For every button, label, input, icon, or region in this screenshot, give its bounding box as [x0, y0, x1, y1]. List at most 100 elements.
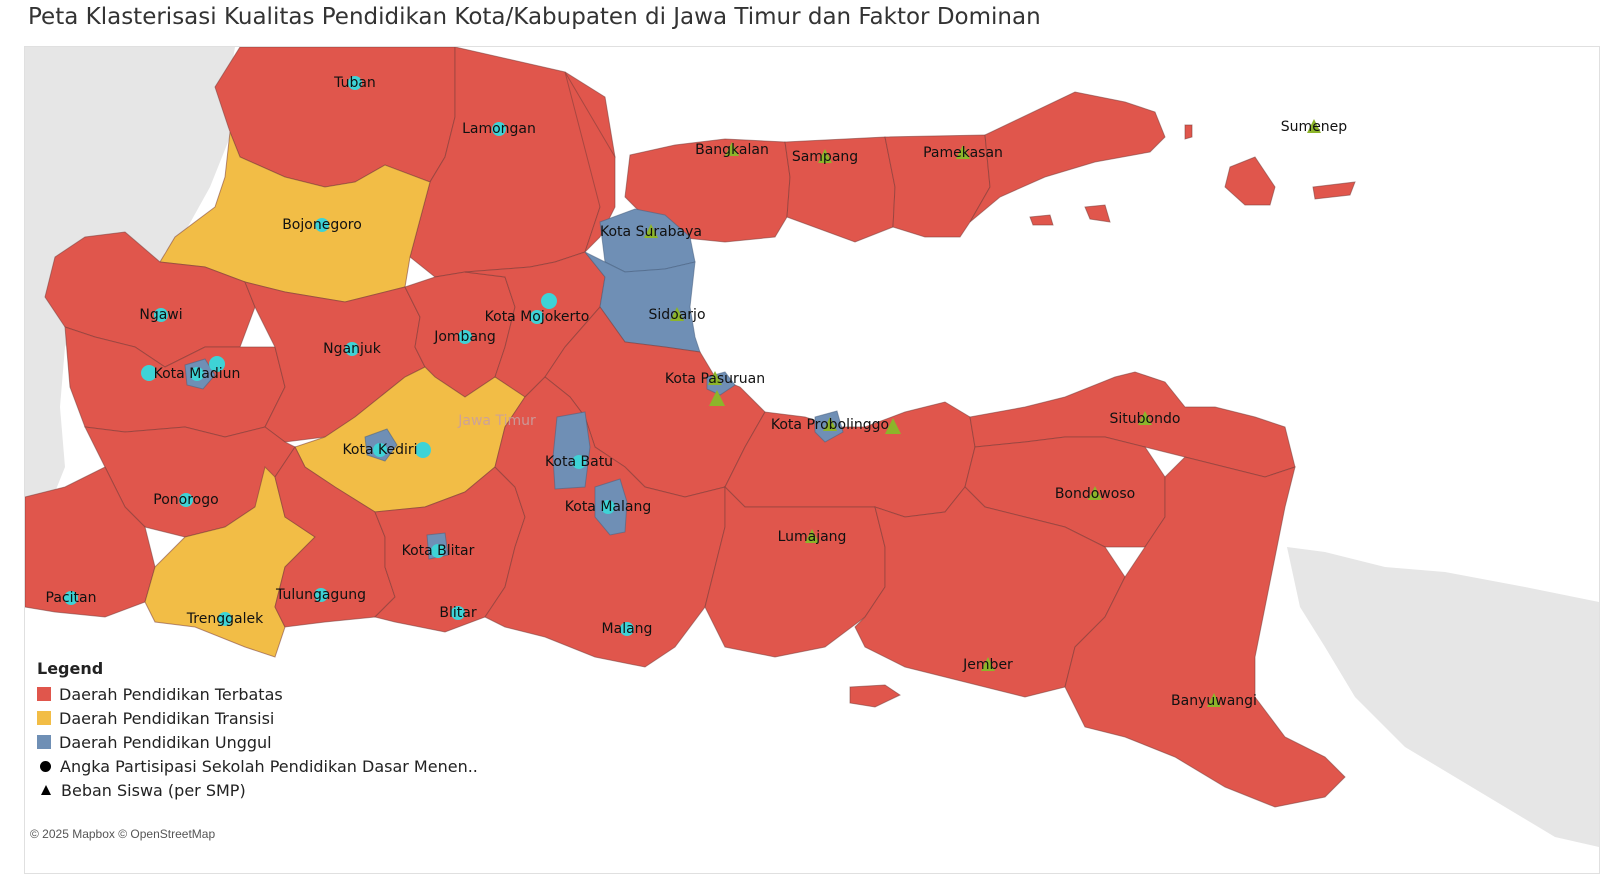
city-label-situbondo: Situbondo: [1110, 411, 1181, 427]
city-label-bondowoso: Bondowoso: [1055, 486, 1135, 502]
city-label-kota-pasuruan: Kota Pasuruan: [665, 371, 765, 387]
city-label-sampang: Sampang: [792, 149, 858, 165]
city-label-ngawi: Ngawi: [139, 307, 182, 323]
legend-label: Beban Siswa (per SMP): [61, 780, 246, 800]
marker-circle-kota-blitar[interactable]: [431, 544, 445, 558]
legend-swatch-unggul: [37, 735, 51, 749]
island-1[interactable]: [1224, 156, 1276, 206]
city-label-lumajang: Lumajang: [778, 529, 847, 545]
marker-extra-0[interactable]: [541, 293, 557, 309]
legend-item-unggul[interactable]: Daerah Pendidikan Unggul: [37, 730, 478, 754]
circle-icon: [40, 760, 51, 772]
marker-triangle-sumenep[interactable]: [1307, 119, 1321, 133]
marker-circle-kota-mojokerto[interactable]: [530, 310, 544, 324]
marker-triangle-sampang[interactable]: [818, 149, 832, 163]
city-label-malang: Malang: [602, 621, 653, 637]
city-label-kota-kediri: Kota Kediri: [342, 442, 417, 458]
marker-triangle-kota-pasuruan[interactable]: [708, 371, 722, 385]
city-label-kota-madiun: Kota Madiun: [154, 366, 241, 382]
legend-title: Legend: [37, 659, 104, 678]
legend-item-triangle[interactable]: Beban Siswa (per SMP): [37, 778, 478, 802]
marker-circle-trenggalek[interactable]: [218, 612, 232, 626]
city-label-kota-mojokerto: Kota Mojokerto: [485, 309, 590, 325]
city-label-tuban: Tuban: [333, 75, 376, 91]
map-attribution[interactable]: © 2025 Mapbox © OpenStreetMap: [30, 827, 216, 841]
province-label: Jawa Timur: [457, 413, 536, 429]
marker-extra-4[interactable]: [709, 390, 725, 406]
map-svg[interactable]: Jawa Timur Tuban Lamongan Bojonegoro Ngawi K…: [25, 47, 1599, 873]
city-label-sidoarjo: Sidoarjo: [648, 307, 705, 323]
city-label-jember: Jember: [962, 657, 1013, 673]
island-4[interactable]: [1084, 204, 1111, 223]
bali-land: [1287, 547, 1599, 847]
island-3[interactable]: [1184, 124, 1193, 140]
marker-extra-3[interactable]: [415, 442, 431, 458]
marker-triangle-situbondo[interactable]: [1138, 411, 1152, 425]
region-sumenep[interactable]: [969, 91, 1166, 223]
marker-circle-nganjuk[interactable]: [345, 342, 359, 356]
marker-circle-blitar[interactable]: [451, 606, 465, 620]
region-gresik[interactable]: [564, 71, 616, 253]
city-label-banyuwangi: Banyuwangi: [1171, 693, 1257, 709]
marker-triangle-kota-surabaya[interactable]: [644, 224, 658, 238]
marker-triangle-lumajang[interactable]: [805, 529, 819, 543]
legend-label: Daerah Pendidikan Unggul: [59, 732, 272, 752]
marker-circle-tulungagung[interactable]: [314, 588, 328, 602]
city-label-kota-blitar: Kota Blitar: [402, 543, 475, 559]
marker-circle-tuban[interactable]: [348, 76, 362, 90]
city-label-bojonegoro: Bojonegoro: [282, 217, 362, 233]
map-canvas[interactable]: Jawa Timur Tuban Lamongan Bojonegoro Ngawi K…: [24, 46, 1600, 874]
marker-circle-kota-kediri[interactable]: [373, 443, 387, 457]
marker-extra-1[interactable]: [141, 365, 157, 381]
region-banyuwangi[interactable]: [1064, 456, 1346, 808]
marker-layer: [64, 76, 1321, 707]
legend-label: Daerah Pendidikan Terbatas: [59, 684, 283, 704]
legend-item-terbatas[interactable]: Daerah Pendidikan Terbatas: [37, 682, 478, 706]
legend-label: Daerah Pendidikan Transisi: [59, 708, 275, 728]
marker-circle-jombang[interactable]: [458, 330, 472, 344]
marker-circle-bojonegoro[interactable]: [315, 218, 329, 232]
marker-circle-lamongan[interactable]: [492, 122, 506, 136]
marker-circle-kota-batu[interactable]: [572, 455, 586, 469]
label-layer: Tuban Lamongan Bojonegoro Ngawi Kota Madiun N…: [46, 75, 1348, 709]
marker-circle-kota-madiun[interactable]: [190, 367, 204, 381]
legend-item-transisi[interactable]: Daerah Pendidikan Transisi: [37, 706, 478, 730]
region-kota-batu[interactable]: [552, 411, 591, 490]
marker-triangle-banyuwangi[interactable]: [1207, 693, 1221, 707]
city-label-kota-surabaya: Kota Surabaya: [600, 224, 702, 240]
city-label-blitar: Blitar: [439, 605, 476, 621]
marker-triangle-bondowoso[interactable]: [1088, 486, 1102, 500]
marker-circle-malang[interactable]: [620, 622, 634, 636]
city-label-kota-batu: Kota Batu: [545, 454, 613, 470]
city-label-kota-malang: Kota Malang: [565, 499, 651, 515]
legend-swatch-terbatas: [37, 687, 51, 701]
marker-triangle-kota-probolinggo[interactable]: [823, 417, 837, 431]
marker-triangle-bangkalan[interactable]: [725, 142, 739, 156]
legend-item-circle[interactable]: Angka Partisipasi Sekolah Pendidikan Das…: [37, 754, 478, 778]
city-label-ponorogo: Ponorogo: [153, 492, 218, 508]
marker-triangle-pamekasan[interactable]: [956, 145, 970, 159]
city-label-jombang: Jombang: [433, 329, 496, 345]
marker-circle-ponorogo[interactable]: [179, 493, 193, 507]
legend-label: Angka Partisipasi Sekolah Pendidikan Das…: [60, 756, 478, 776]
island-6[interactable]: [849, 684, 902, 708]
legend: Legend Daerah Pendidikan Terbatas Daerah…: [37, 659, 478, 802]
marker-triangle-jember[interactable]: [981, 657, 995, 671]
marker-extra-5[interactable]: [885, 418, 901, 434]
marker-extra-2[interactable]: [209, 356, 225, 372]
city-label-pacitan: Pacitan: [46, 590, 97, 606]
island-5[interactable]: [1029, 214, 1054, 226]
city-label-bangkalan: Bangkalan: [695, 142, 769, 158]
city-label-kota-probolinggo: Kota Probolinggo: [771, 417, 889, 433]
marker-circle-pacitan[interactable]: [64, 591, 78, 605]
marker-triangle-sidoarjo[interactable]: [670, 307, 684, 321]
city-label-lamongan: Lamongan: [462, 121, 536, 137]
marker-circle-ngawi[interactable]: [154, 308, 168, 322]
triangle-icon: [41, 785, 51, 795]
city-label-pamekasan: Pamekasan: [923, 145, 1003, 161]
city-label-sumenep: Sumenep: [1281, 119, 1347, 135]
marker-circle-kota-malang[interactable]: [601, 500, 615, 514]
city-label-tulungagung: Tulungagung: [275, 587, 366, 603]
island-2[interactable]: [1312, 181, 1356, 200]
map-title: Peta Klasterisasi Kualitas Pendidikan Ko…: [28, 4, 1041, 30]
